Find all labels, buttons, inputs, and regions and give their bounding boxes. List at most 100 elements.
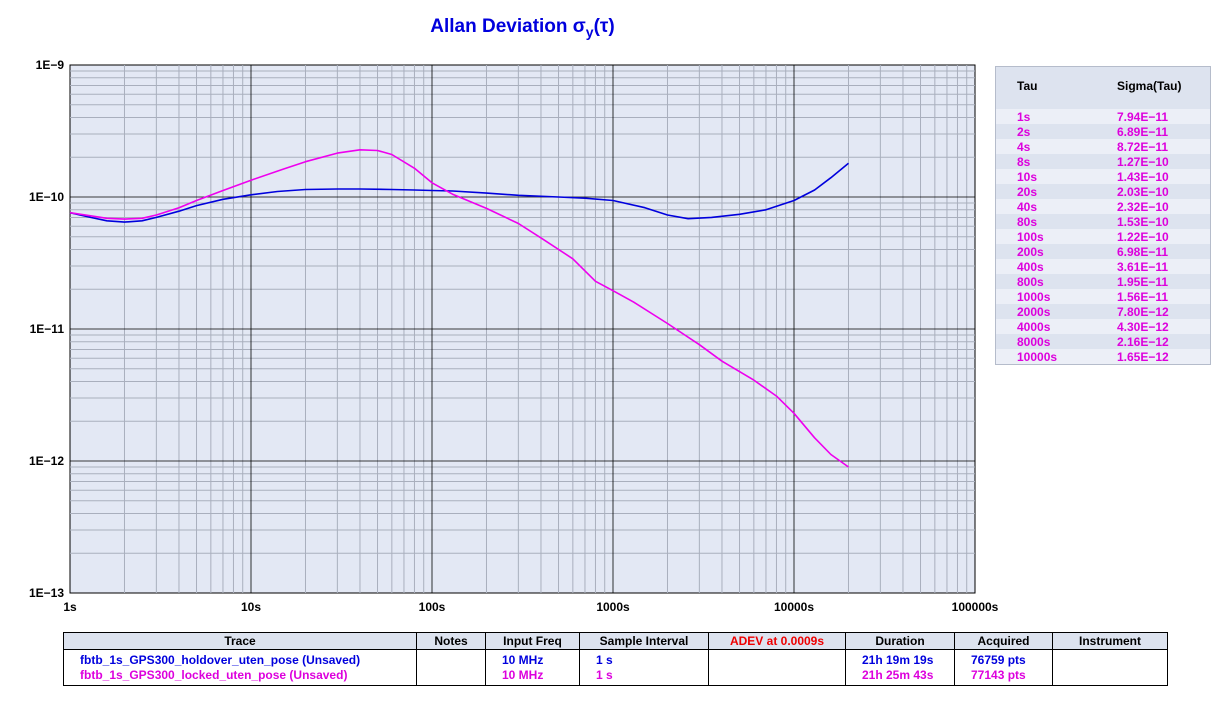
trace-sample-interval: 1 s [579,649,709,668]
trace-table: Trace Notes Input Freq Sample Interval A… [63,632,1168,686]
sigma-tau-rows: 1s 7.94E−11 2s 6.89E−11 4s 8.72E−11 8s 1.27E−10… [996,109,1210,364]
sigma-value: 1.43E−10 [1117,170,1169,184]
trace-adev [708,649,846,668]
header-input-freq: Input Freq [485,632,580,650]
y-tick-labels: 1E−9 1E−10 1E−11 1E−12 1E−13 [29,58,64,600]
sigma-row: 8s 1.27E−10 [996,154,1210,169]
sigma-value: 1.22E−10 [1117,230,1169,244]
tau-value: 2s [1017,125,1031,139]
sigma-value: 1.56E−11 [1117,290,1169,304]
tau-value: 10s [1017,170,1038,184]
series-line-2 [69,149,849,468]
sigma-row: 2000s 7.80E−12 [996,304,1210,319]
sigma-row: 400s 3.61E−11 [996,259,1210,274]
sigma-row: 1000s 1.56E−11 [996,289,1210,304]
trace-duration: 21h 19m 19s [845,649,955,668]
tau-value: 4000s [1017,320,1051,334]
sigma-row: 4s 8.72E−11 [996,139,1210,154]
trace-adev [708,668,846,686]
y-tick-label: 1E−11 [30,322,65,336]
sigma-value: 6.89E−11 [1117,125,1169,139]
sigma-row: 200s 6.98E−11 [996,244,1210,259]
trace-instrument [1052,668,1168,686]
sigma-row: 1s 7.94E−11 [996,109,1210,124]
tau-value: 100s [1017,230,1044,244]
tau-value: 1s [1017,110,1031,124]
sigma-row: 10000s 1.65E−12 [996,349,1210,364]
x-tick-labels: 1s 10s 100s 1000s 10000s 100000s [63,600,998,614]
trace-notes [416,668,486,686]
tau-value: 800s [1017,275,1044,289]
sigma-tau-panel: Tau Sigma(Tau) 1s 7.94E−11 2s 6.89E−11 4s 8.7… [995,66,1211,365]
sigma-value: 2.03E−10 [1117,185,1169,199]
y-tick-label: 1E−9 [36,58,65,72]
tau-value: 8s [1017,155,1031,169]
sigma-value: 2.16E−12 [1117,335,1169,349]
sigma-row: 40s 2.32E−10 [996,199,1210,214]
adev-plot: 1s 10s 100s 1000s 10000s 100000s 1E−91E−101E−… [29,58,999,614]
tau-value: 4s [1017,140,1031,154]
trace-row-locked[interactable]: fbtb_1s_GPS300_locked_uten_pose (Unsaved… [63,668,1168,686]
tau-value: 2000s [1017,305,1051,319]
sigma-row: 10s 1.43E−10 [996,169,1210,184]
tau-header: Tau [1017,79,1038,93]
trace-name: fbtb_1s_GPS300_holdover_uten_pose (Unsav… [63,649,417,668]
sigma-row: 2s 6.89E−11 [996,124,1210,139]
y-tick-label: 1E−13 [29,586,64,600]
sigma-header: Sigma(Tau) [1117,79,1182,93]
trace-row-holdover[interactable]: fbtb_1s_GPS300_holdover_uten_pose (Unsav… [63,649,1168,668]
tau-value: 80s [1017,215,1038,229]
header-duration: Duration [845,632,955,650]
x-tick-label: 100000s [952,600,999,614]
sigma-value: 2.32E−10 [1117,200,1169,214]
sigma-value: 1.27E−10 [1117,155,1169,169]
tau-value: 40s [1017,200,1038,214]
header-acquired: Acquired [954,632,1053,650]
y-tick-label: 1E−12 [29,454,64,468]
header-notes: Notes [416,632,486,650]
header-trace: Trace [63,632,417,650]
sigma-row: 20s 2.03E−10 [996,184,1210,199]
sigma-row: 4000s 4.30E−12 [996,319,1210,334]
sigma-row: 8000s 2.16E−12 [996,334,1210,349]
trace-duration: 21h 25m 43s [845,668,955,686]
sigma-value: 8.72E−11 [1117,140,1169,154]
tau-value: 10000s [1017,350,1058,364]
trace-instrument [1052,649,1168,668]
sigma-value: 6.98E−11 [1117,245,1169,259]
major-grid [70,65,975,593]
sigma-value: 1.65E−12 [1117,350,1169,364]
sigma-tau-header: Tau Sigma(Tau) [996,67,1210,109]
series-layer [69,149,850,468]
sigma-value: 1.53E−10 [1117,215,1169,229]
tau-value: 200s [1017,245,1044,259]
y-tick-label: 1E−10 [29,190,64,204]
chart-title: Allan Deviation σy(τ) [430,16,615,40]
trace-input-freq: 10 MHz [485,668,580,686]
x-tick-label: 1000s [596,600,630,614]
series-line-1 [69,162,850,223]
header-instrument: Instrument [1052,632,1168,650]
trace-acquired: 77143 pts [954,668,1053,686]
sigma-row: 80s 1.53E−10 [996,214,1210,229]
trace-name: fbtb_1s_GPS300_locked_uten_pose (Unsaved… [63,668,417,686]
sigma-row: 800s 1.95E−11 [996,274,1210,289]
header-sample-interval: Sample Interval [579,632,709,650]
x-tick-label: 1s [63,600,77,614]
sigma-value: 4.30E−12 [1117,320,1169,334]
tau-value: 20s [1017,185,1038,199]
tau-value: 400s [1017,260,1044,274]
trace-table-header: Trace Notes Input Freq Sample Interval A… [63,632,1168,650]
trace-acquired: 76759 pts [954,649,1053,668]
trace-notes [416,649,486,668]
trace-sample-interval: 1 s [579,668,709,686]
x-tick-label: 10000s [774,600,814,614]
sigma-row: 100s 1.22E−10 [996,229,1210,244]
x-tick-label: 100s [419,600,446,614]
sigma-value: 3.61E−11 [1117,260,1169,274]
tau-value: 1000s [1017,290,1051,304]
sigma-value: 7.94E−11 [1117,110,1169,124]
sigma-value: 1.95E−11 [1117,275,1169,289]
tau-value: 8000s [1017,335,1051,349]
sigma-value: 7.80E−12 [1117,305,1169,319]
